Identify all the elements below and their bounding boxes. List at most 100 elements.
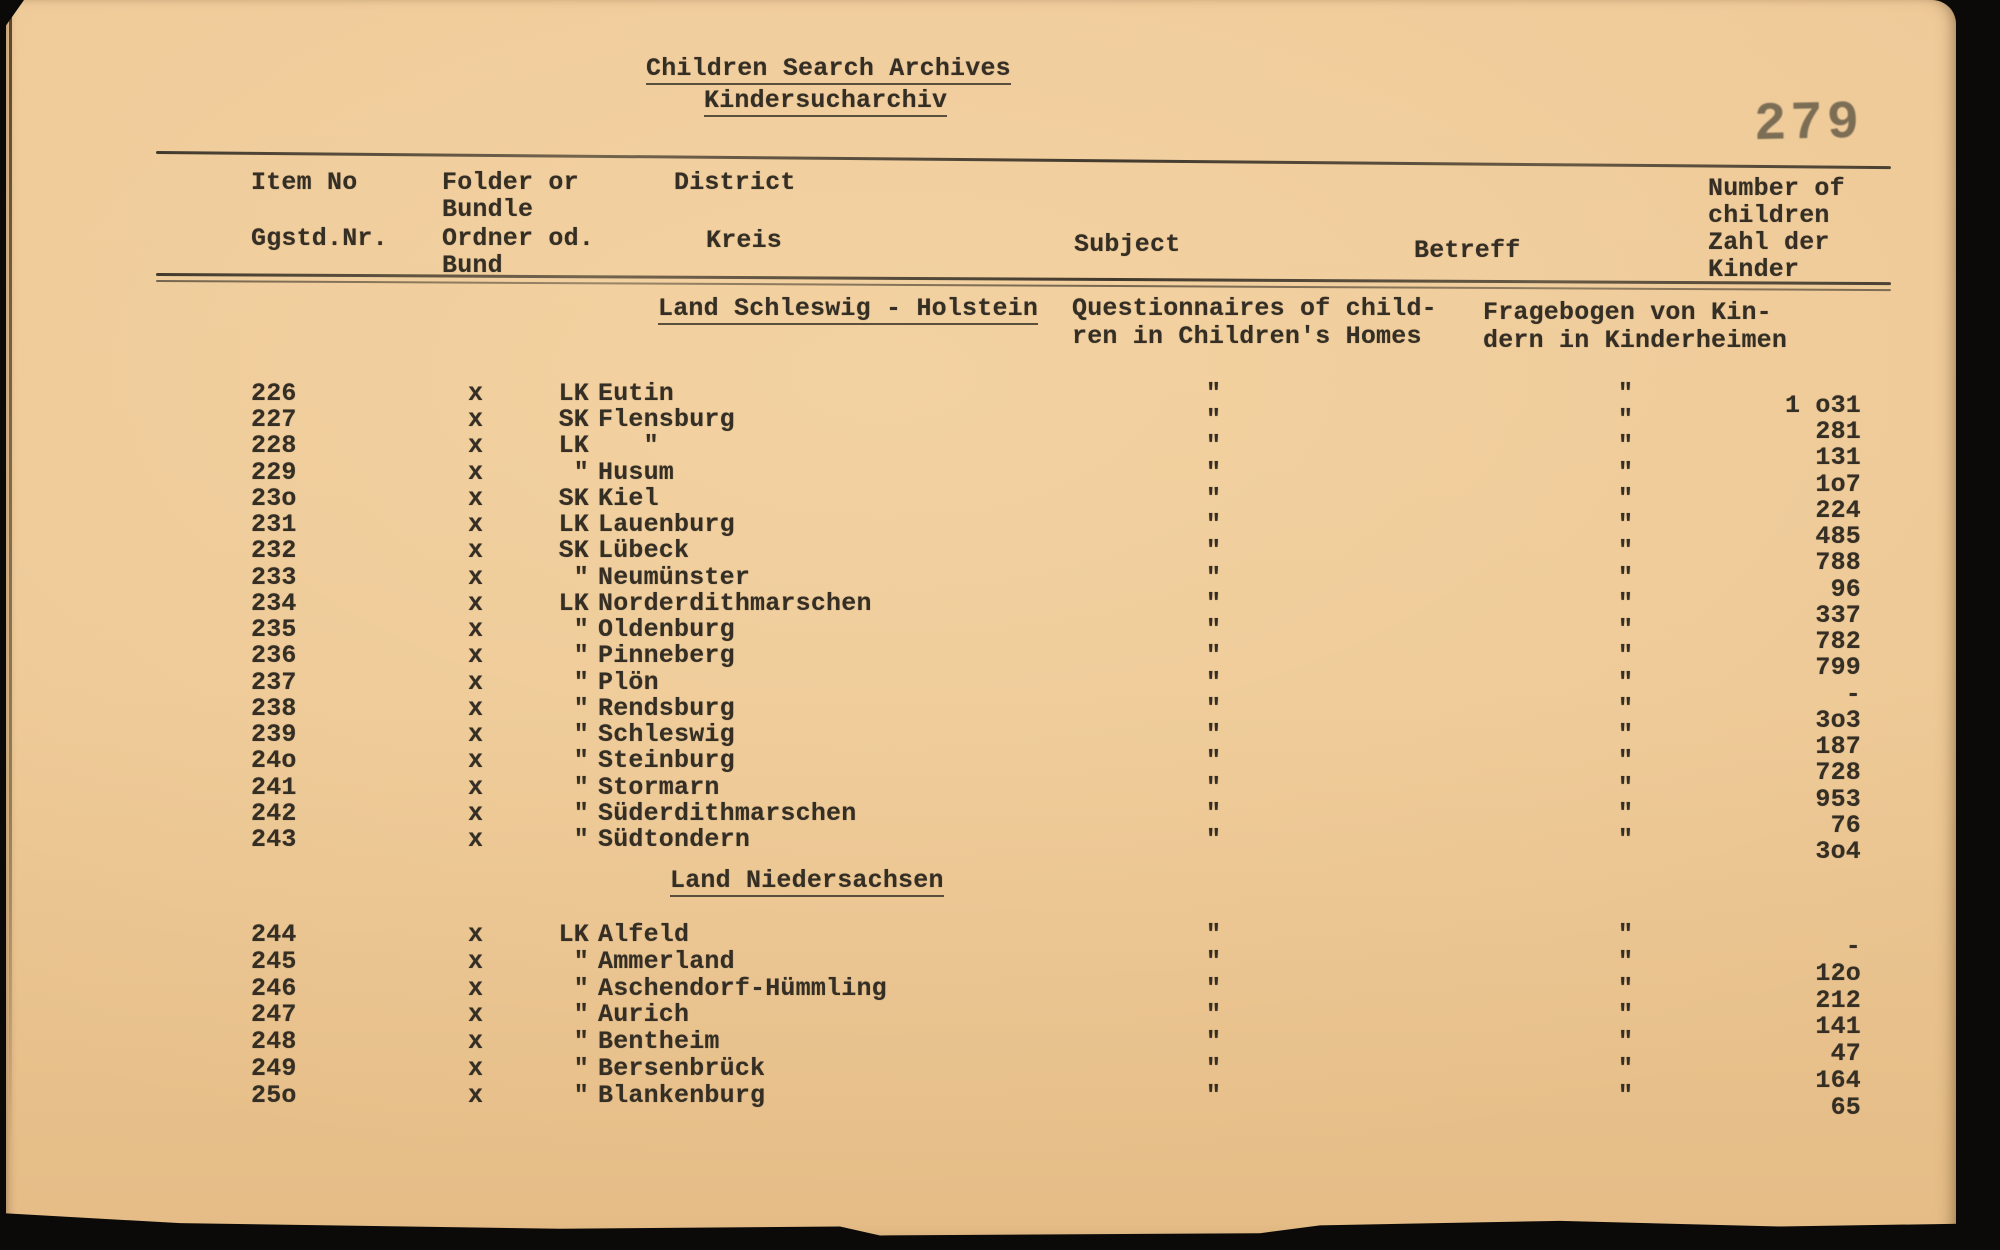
item-no-cell: 235 — [251, 615, 297, 645]
folder-mark-cell: x — [468, 946, 484, 976]
district-prefix-cell: " — [573, 641, 589, 671]
district-name-cell: Bersenbrück — [598, 1054, 766, 1084]
district-prefix-cell: " — [573, 615, 589, 645]
page-title: Children Search Archives — [646, 54, 1011, 85]
children-count-cell: 337 — [1815, 600, 1861, 630]
folder-mark-cell: x — [468, 641, 484, 671]
betreff-ditto-mark: " — [1618, 1000, 1634, 1030]
betreff-ditto-mark: " — [1618, 693, 1634, 723]
subject-ditto-mark: " — [1206, 825, 1222, 855]
column-header-folder-en-2: Bundle — [442, 195, 534, 224]
district-name-cell: Eutin — [598, 379, 675, 408]
item-no-cell: 229 — [251, 457, 297, 487]
subject-ditto-mark: " — [1206, 562, 1222, 592]
subject-ditto-mark: " — [1206, 946, 1222, 976]
folder-mark-cell: x — [468, 1054, 484, 1084]
column-header-folder-de-1: Ordner od. — [442, 224, 595, 253]
district-name-cell: Husum — [598, 457, 675, 487]
district-name-cell: Schleswig — [598, 720, 735, 750]
item-no-cell: 243 — [251, 825, 297, 855]
item-no-cell: 241 — [251, 772, 297, 802]
subject-ditto-mark: " — [1206, 431, 1222, 461]
subject-ditto-mark: " — [1206, 536, 1222, 566]
item-no-cell: 231 — [251, 510, 297, 540]
children-count-cell: - — [1845, 932, 1861, 961]
district-name-cell: Oldenburg — [598, 615, 735, 645]
section-betreff-line: dern in Kinderheimen — [1483, 326, 1788, 355]
betreff-ditto-mark: " — [1618, 1054, 1634, 1084]
column-header-district-en: District — [674, 168, 796, 197]
item-no-cell: 23o — [251, 483, 297, 513]
item-no-cell: 25o — [251, 1080, 297, 1110]
table-row: 239 x " Schleswig " " 187 — [6, 720, 1956, 760]
betreff-ditto-mark: " — [1618, 615, 1634, 645]
betreff-ditto-mark: " — [1618, 536, 1634, 566]
table-row: 243 x " Südtondern " " 3o4 — [6, 825, 1956, 865]
district-prefix-cell: " — [573, 720, 589, 750]
district-name-cell: Alfeld — [598, 920, 690, 949]
district-name-cell: Kiel — [598, 483, 659, 513]
item-no-cell: 239 — [251, 720, 297, 750]
children-count-cell: 1 o31 — [1784, 391, 1861, 420]
folder-mark-cell: x — [468, 693, 484, 723]
children-count-cell: 728 — [1815, 758, 1861, 788]
district-prefix-cell: " — [573, 1054, 589, 1084]
betreff-ditto-mark: " — [1618, 973, 1634, 1003]
section-subject-line: ren in Children's Homes — [1072, 322, 1422, 351]
folder-mark-cell: x — [468, 798, 484, 828]
table-row: 235 x " Oldenburg " " 782 — [6, 615, 1956, 655]
item-no-cell: 238 — [251, 693, 297, 723]
table-row: 226 x LK Eutin " " 1 o31 — [6, 379, 1956, 419]
section-betreff-line: Fragebogen von Kin- — [1483, 298, 1772, 327]
district-prefix-cell: " — [573, 457, 589, 487]
betreff-ditto-mark: " — [1618, 562, 1634, 592]
table-row: 245 x " Ammerland " " 12o — [6, 946, 1956, 986]
item-no-cell: 234 — [251, 588, 297, 618]
item-no-cell: 242 — [251, 798, 297, 828]
district-prefix-cell: " — [573, 1027, 589, 1057]
folder-mark-cell: x — [468, 483, 484, 513]
item-no-cell: 233 — [251, 562, 297, 592]
item-no-cell: 248 — [251, 1027, 297, 1057]
table-top-rule — [155, 151, 1891, 170]
folder-mark-cell: x — [468, 562, 484, 592]
item-no-cell: 227 — [251, 405, 297, 435]
folder-mark-cell: x — [468, 772, 484, 802]
folder-mark-cell: x — [468, 1000, 484, 1030]
district-prefix-cell: " — [573, 825, 589, 855]
item-no-cell: 249 — [251, 1054, 297, 1084]
subject-ditto-mark: " — [1206, 1000, 1222, 1030]
folder-mark-cell: x — [468, 615, 484, 645]
district-prefix-cell: LK — [558, 588, 589, 618]
district-prefix-cell: LK — [558, 510, 589, 540]
children-count-cell: 65 — [1830, 1092, 1861, 1122]
column-header-children-1: Number of — [1708, 174, 1845, 203]
district-name-cell: Steinburg — [598, 746, 735, 776]
children-count-cell: 953 — [1815, 784, 1861, 814]
betreff-ditto-mark: " — [1618, 720, 1634, 750]
subject-ditto-mark: " — [1206, 746, 1222, 776]
district-prefix-cell: " — [573, 1000, 589, 1030]
children-count-cell: 3o4 — [1815, 837, 1861, 867]
betreff-ditto-mark: " — [1618, 798, 1634, 828]
district-name-cell: Stormarn — [598, 772, 720, 802]
table-row: 244 x LK Alfeld " " - — [6, 920, 1956, 960]
subject-ditto-mark: " — [1206, 457, 1222, 487]
table-row: 248 x " Bentheim " " 47 — [6, 1027, 1956, 1067]
children-count-cell: 12o — [1815, 958, 1861, 988]
table-row: 247 x " Aurich " " 141 — [6, 1000, 1956, 1040]
subject-ditto-mark: " — [1206, 1027, 1222, 1057]
subject-ditto-mark: " — [1206, 1054, 1222, 1084]
district-name-cell: Bentheim — [598, 1027, 720, 1057]
children-count-cell: 96 — [1830, 574, 1861, 604]
table-row: 241 x " Stormarn " " 953 — [6, 772, 1956, 812]
district-prefix-cell: " — [573, 973, 589, 1003]
item-no-cell: 236 — [251, 641, 297, 671]
district-name-cell: Flensburg — [598, 405, 735, 435]
subject-ditto-mark: " — [1206, 379, 1222, 408]
children-count-cell: 187 — [1815, 732, 1861, 762]
column-header-children-4: Kinder — [1708, 255, 1800, 284]
table-row: 229 x " Husum " " 1o7 — [6, 457, 1956, 497]
folder-mark-cell: x — [468, 746, 484, 776]
children-count-cell: 3o3 — [1815, 705, 1861, 735]
